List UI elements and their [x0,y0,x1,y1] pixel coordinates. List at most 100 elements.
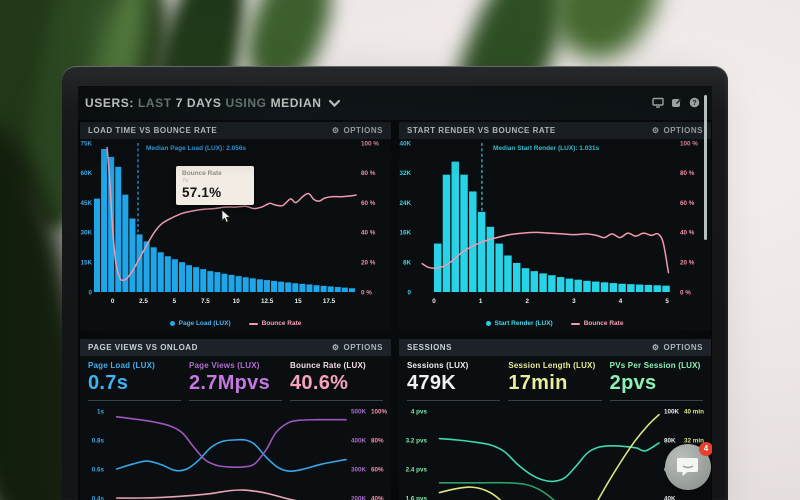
panel-page-views: PAGE VIEWS VS ONLOAD ⚙ OPTIONS Page Load … [80,339,391,500]
tooltip-subtitle: 7s [182,178,189,184]
scrollbar[interactable] [704,95,707,240]
svg-text:32 min: 32 min [684,437,704,444]
title-using: USING [225,96,267,110]
svg-text:8K: 8K [403,260,412,267]
title-days: 7 DAYS [175,96,222,110]
load-time-chart[interactable]: 75K 60K 45K 30K 15K 0 100 % 80 % 60 % 40 % 20 % 0 %… [80,139,391,331]
legend-dot-icon [485,321,491,326]
svg-text:2.4 pvs: 2.4 pvs [406,466,428,473]
svg-text:200K: 200K [351,495,367,500]
gear-icon: ⚙ [331,125,340,135]
legend-bounce-rate[interactable]: Bounce Rate [248,320,301,327]
svg-text:40K: 40K [664,495,676,500]
svg-text:32K: 32K [399,170,411,177]
chart-tooltip: Bounce Rate 7s 57.1% [176,166,254,205]
display-icon[interactable] [652,97,664,108]
options-button[interactable]: ⚙ OPTIONS [651,125,703,135]
svg-text:100 %: 100 % [361,140,379,147]
svg-text:3: 3 [572,298,576,305]
page-views-line-chart: 1s 0.8s 0.6s 0.4s 500K 400K 300K 200K 100% 80% 60%… [92,408,388,500]
panel-title: START RENDER VS BOUNCE RATE [407,126,556,135]
median-annotation: Median Start Render (LUX): 1.031s [493,145,600,152]
options-button[interactable]: ⚙ OPTIONS [331,342,383,352]
header-icons: ? [652,97,700,108]
median-annotation: Median Page Load (LUX): 2.056s [146,145,247,152]
help-icon[interactable]: ? [689,97,700,108]
svg-text:500K: 500K [351,408,367,415]
panel-load-time: LOAD TIME VS BOUNCE RATE ⚙ OPTIONS 75K 60K… [80,122,391,331]
svg-text:?: ? [692,100,696,107]
svg-text:60K: 60K [80,170,92,177]
metric-sessions: Sessions (LUX) 479K [407,361,501,401]
svg-text:60 %: 60 % [361,200,376,207]
panel-title: PAGE VIEWS VS ONLOAD [88,343,198,352]
svg-text:40 min: 40 min [684,408,704,415]
svg-text:0: 0 [432,298,436,305]
svg-text:40%: 40% [371,495,384,500]
svg-text:5: 5 [173,298,177,305]
gear-icon: ⚙ [331,342,340,352]
svg-text:1.6 pvs: 1.6 pvs [406,495,428,500]
panel-sessions-header: SESSIONS ⚙ OPTIONS [399,339,711,356]
svg-text:16K: 16K [399,230,411,237]
svg-text:0: 0 [111,298,115,305]
svg-text:1s: 1s [97,408,105,415]
notification-badge: 4 [699,442,712,456]
svg-text:7.5: 7.5 [201,298,210,305]
svg-text:4 pvs: 4 pvs [411,408,428,415]
svg-text:20 %: 20 % [361,260,376,267]
svg-text:5: 5 [665,298,669,305]
legend-page-load[interactable]: Page Load (LUX) [169,320,231,327]
metric-page-views: Page Views (LUX) 2.7Mpvs [189,361,282,401]
svg-text:3.2 pvs: 3.2 pvs [406,437,428,444]
options-button[interactable]: ⚙ OPTIONS [331,125,383,135]
legend-line-icon [248,322,258,325]
svg-text:15: 15 [295,298,303,305]
metric-pvs-per-session: PVs Per Session (LUX) 2pvs [609,361,703,401]
svg-text:40K: 40K [399,140,411,147]
panel-title: LOAD TIME VS BOUNCE RATE [88,126,218,135]
laptop-bezel: USERS: LAST 7 DAYS USING MEDIAN ? LOAD T… [62,66,728,500]
dashboard-screen: USERS: LAST 7 DAYS USING MEDIAN ? LOAD T… [78,86,712,500]
svg-text:100%: 100% [371,408,388,415]
chat-widget-button[interactable]: 4 [665,442,712,490]
svg-text:30K: 30K [80,230,92,237]
svg-text:15K: 15K [80,260,92,267]
metric-session-length: Session Length (LUX) 17min [508,361,602,401]
svg-text:0: 0 [407,289,411,296]
svg-text:80 %: 80 % [680,170,695,177]
dashboard-header: USERS: LAST 7 DAYS USING MEDIAN ? [78,86,712,120]
metric-bounce-rate: Bounce Rate (LUX) 40.6% [290,361,383,401]
title-median: MEDIAN [270,96,322,110]
gear-icon: ⚙ [651,342,660,352]
svg-text:0 %: 0 % [680,289,691,296]
start-render-chart[interactable]: 40K 32K 24K 16K 8K 0 100 % 80 % 60 % 40 % 20 % 0 % 0… [399,139,710,331]
svg-text:0.4s: 0.4s [92,495,105,500]
svg-text:17.5: 17.5 [323,298,336,305]
panel-title: SESSIONS [407,343,452,352]
svg-text:20 %: 20 % [680,260,695,267]
svg-text:0 %: 0 % [361,289,372,296]
panel-start-render-header: START RENDER VS BOUNCE RATE ⚙ OPTIONS [399,122,711,139]
svg-text:4: 4 [619,298,623,305]
svg-text:40 %: 40 % [361,230,376,237]
page-views-chart[interactable]: 1s 0.8s 0.6s 0.4s 500K 400K 300K 200K 100% 80% 60%… [80,403,391,500]
title-users: USERS: [85,96,134,110]
chevron-down-icon [328,99,340,107]
chat-bubble-icon [677,458,698,476]
title-last: LAST [137,96,172,110]
legend-start-render[interactable]: Start Render (LUX) [485,320,553,327]
svg-text:300K: 300K [351,466,367,473]
share-icon[interactable] [671,97,682,108]
start-render-histogram: 40K 32K 24K 16K 8K 0 100 % 80 % 60 % 40 % 20 % 0 % 0… [399,140,698,305]
metrics-row: Page Load (LUX) 0.7s Page Views (LUX) 2.… [80,356,391,401]
svg-text:80K: 80K [664,437,676,444]
chart-legend: Page Load (LUX) Bounce Rate [80,320,391,327]
dashboard-title-dropdown[interactable]: USERS: LAST 7 DAYS USING MEDIAN [78,96,340,110]
svg-text:2: 2 [525,298,529,305]
options-button[interactable]: ⚙ OPTIONS [651,342,703,352]
legend-bounce-rate[interactable]: Bounce Rate [570,320,623,327]
svg-text:0.6s: 0.6s [92,466,105,473]
